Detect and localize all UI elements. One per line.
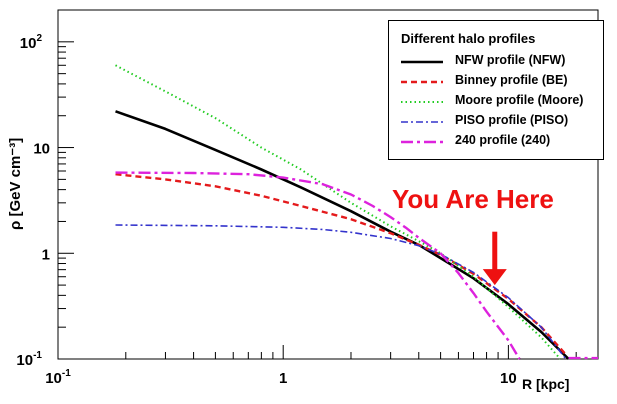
y-axis-label: ρ [GeV cm⁻³] (7, 137, 24, 230)
legend-swatch-240 (401, 140, 443, 144)
legend-swatch-moore (401, 101, 443, 103)
legend-title: Different halo profiles (401, 31, 536, 46)
y-tick-label: 10 (33, 141, 50, 158)
legend-item-nfw: NFW profile (NFW) (399, 53, 599, 71)
legend-item-binney: Binney profile (BE) (399, 73, 599, 91)
annotation-arrow-head (482, 269, 507, 286)
y-tick-label: 1 (42, 246, 50, 263)
y-tick-label: 10-1 (16, 350, 42, 369)
legend-label-piso: PISO profile (PISO) (455, 113, 569, 127)
legend-swatch-piso (401, 121, 443, 123)
annotation-arrow (482, 231, 507, 286)
legend-swatch-binney (401, 80, 443, 84)
legend-label-binney: Binney profile (BE) (455, 73, 568, 87)
legend-label-nfw: NFW profile (NFW) (455, 53, 566, 67)
axis-tick-labels: 10-1 1 10 10-1 1 10 102 (16, 33, 516, 387)
series-line-3 (115, 224, 567, 360)
x-tick-label: 1 (279, 370, 287, 387)
series-lines (115, 64, 598, 360)
x-tick-label: 10-1 (45, 368, 71, 387)
legend-label-240: 240 profile (240) (455, 133, 551, 147)
legend-swatch-nfw (401, 60, 443, 64)
legend-item-moore: Moore profile (Moore) (399, 93, 599, 111)
legend-item-piso: PISO profile (PISO) (399, 113, 599, 131)
plot-frame (57, 9, 599, 360)
series-line-4 (115, 171, 521, 360)
x-axis-label: R [kpc] (522, 376, 570, 392)
you-are-here-annotation: You Are Here (392, 184, 554, 214)
y-tick-label: 102 (20, 33, 43, 52)
series-line-1 (115, 173, 567, 356)
legend-item-240: 240 profile (240) (399, 133, 599, 151)
legend: Different halo profiles NFW profile (NFW… (388, 20, 604, 160)
series-line-0 (115, 110, 570, 360)
x-tick-label: 10 (500, 370, 517, 387)
axis-ticks (57, 9, 577, 360)
legend-label-moore: Moore profile (Moore) (455, 93, 584, 107)
series-line-2 (115, 64, 562, 360)
